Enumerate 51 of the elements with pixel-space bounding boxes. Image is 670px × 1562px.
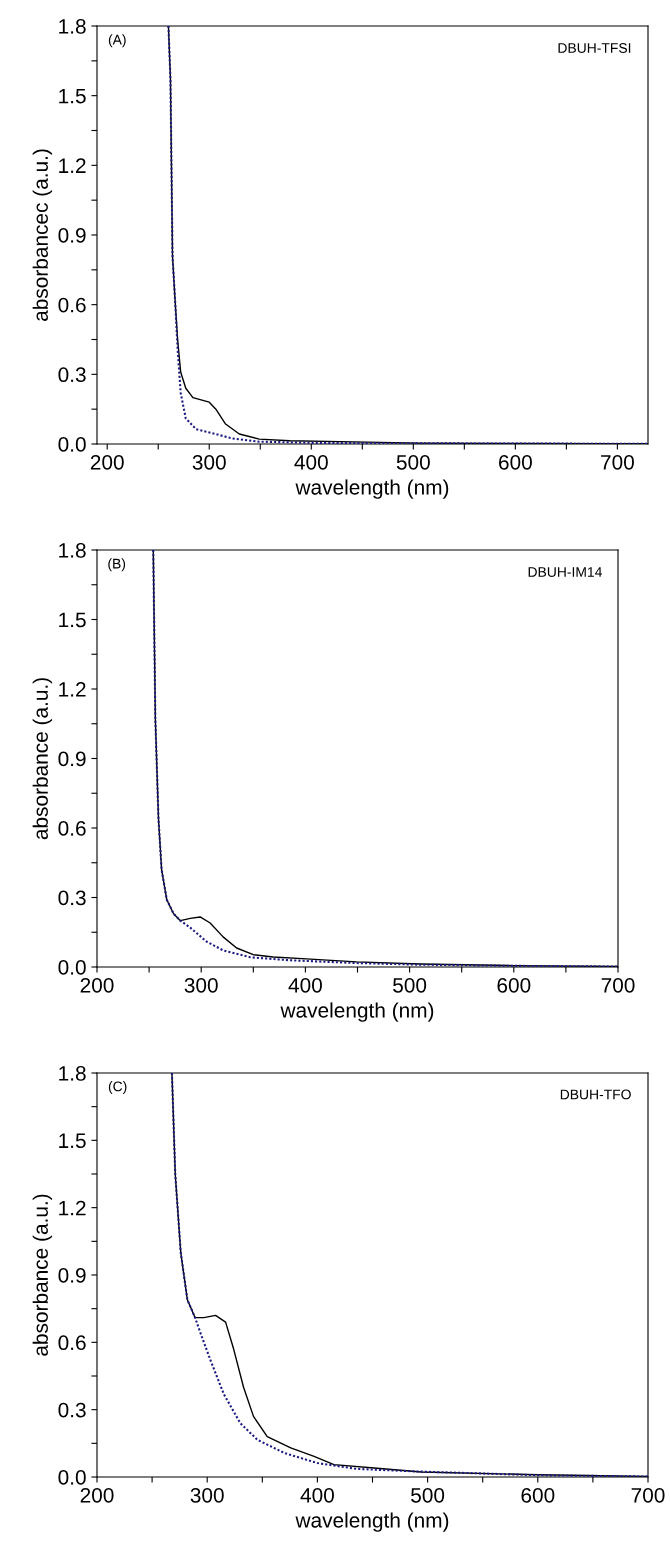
- x-tick-label: 200: [80, 977, 114, 993]
- y-tick-label: 0.0: [58, 960, 86, 975]
- annotation: DBUH-IM14: [528, 567, 602, 577]
- y-tick-label: 1.5: [59, 1133, 86, 1149]
- x-tick-label: 300: [190, 1487, 224, 1503]
- y-tick-label: 1.2: [59, 682, 86, 697]
- x-tick-label: 700: [631, 1487, 665, 1503]
- x-tick-label: 600: [497, 977, 531, 993]
- annotation: (B): [108, 558, 126, 572]
- x-tick-label: 500: [411, 1487, 445, 1503]
- y-tick-label: 0.6: [58, 821, 86, 836]
- x-tick-label: 400: [288, 977, 322, 993]
- x-tick-label: 500: [393, 977, 427, 993]
- annotation: (A): [108, 34, 126, 48]
- y-tick-label: 0.3: [58, 890, 86, 906]
- y-axis-title: absorbancec (a.u.): [32, 149, 53, 321]
- y-tick-label: 0.0: [58, 1470, 86, 1485]
- x-tick-label: 600: [521, 1487, 555, 1503]
- x-axis-title: wavelength (nm): [295, 1512, 449, 1532]
- x-axis-title: wavelength (nm): [295, 479, 449, 499]
- y-tick-label: 0.0: [58, 437, 86, 452]
- y-tick-label: 0.6: [58, 297, 86, 313]
- x-tick-label: 400: [300, 1487, 334, 1503]
- y-tick-label: 0.9: [58, 1268, 86, 1283]
- y-tick-label: 1.2: [59, 1200, 86, 1216]
- y-axis-title: absorbance (a.u.): [32, 678, 53, 840]
- y-tick-label: 1.2: [59, 158, 86, 173]
- x-tick-label: 500: [396, 454, 430, 470]
- y-tick-label: 0.9: [58, 751, 86, 767]
- x-tick-label: 600: [499, 454, 532, 470]
- x-tick-label: 300: [192, 454, 226, 470]
- y-tick-label: 0.6: [58, 1335, 86, 1351]
- x-tick-label: 700: [601, 454, 634, 470]
- y-tick-label: 1.8: [59, 543, 86, 558]
- y-tick-label: 1.8: [59, 1066, 86, 1081]
- annotation: (C): [108, 1081, 127, 1095]
- y-tick-label: 1.5: [59, 88, 86, 104]
- x-axis-title: wavelength (nm): [280, 1002, 434, 1022]
- x-tick-label: 300: [184, 977, 218, 993]
- y-axis-title: absorbance (a.u.): [32, 1194, 53, 1356]
- x-tick-label: 700: [601, 977, 635, 993]
- annotation: DBUH-TFSI: [558, 43, 631, 53]
- annotation: DBUH-TFO: [560, 1089, 631, 1100]
- y-tick-label: 0.3: [58, 367, 86, 383]
- x-tick-label: 200: [90, 454, 124, 470]
- y-tick-label: 0.3: [58, 1402, 86, 1418]
- y-tick-label: 1.8: [59, 19, 86, 34]
- x-tick-label: 200: [80, 1487, 114, 1503]
- x-tick-label: 400: [294, 454, 328, 470]
- y-tick-label: 0.9: [58, 228, 86, 243]
- y-tick-label: 1.5: [59, 612, 86, 628]
